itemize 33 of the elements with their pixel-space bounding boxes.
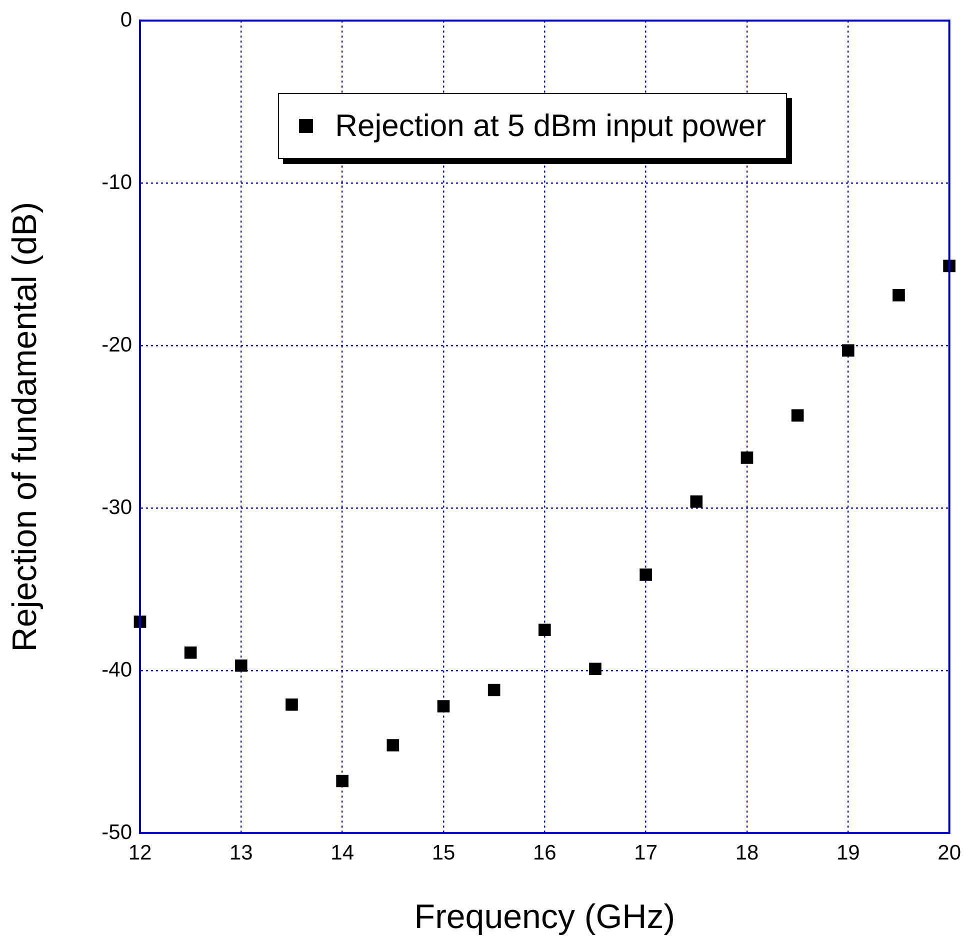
x-tick-label: 16 [532, 841, 556, 864]
point [235, 659, 248, 672]
y-axis-title: Rejection of fundamental (dB) [6, 202, 44, 652]
x-tick-label: 12 [128, 841, 152, 864]
point [336, 774, 348, 788]
x-tick-label: 17 [634, 841, 658, 864]
point [589, 662, 602, 676]
point [791, 409, 804, 422]
x-axis-title: Frequency (GHz) [414, 898, 676, 936]
point [386, 739, 400, 752]
y-tick-label: -20 [102, 333, 132, 356]
y-tick-label: -50 [102, 820, 132, 844]
point [842, 344, 854, 357]
point [892, 289, 905, 302]
point [538, 624, 551, 636]
point [740, 452, 754, 464]
point [640, 568, 652, 581]
point [286, 698, 298, 711]
point [488, 684, 500, 696]
y-tick-label: -30 [102, 496, 132, 519]
y-tick-label: -10 [102, 170, 132, 194]
y-tick-label: -40 [102, 658, 132, 682]
point [437, 700, 450, 712]
x-tick-label: 19 [836, 841, 860, 864]
point [690, 495, 703, 508]
x-tick-label: 15 [432, 841, 456, 864]
legend-label: Rejection at 5 dBm input power [335, 108, 766, 144]
x-tick-label: 18 [735, 841, 759, 864]
x-tick-label: 14 [330, 841, 354, 864]
point [184, 646, 197, 659]
x-tick-label: 20 [938, 841, 961, 864]
y-tick-label: 0 [120, 8, 132, 32]
x-tick-label: 13 [229, 841, 253, 864]
